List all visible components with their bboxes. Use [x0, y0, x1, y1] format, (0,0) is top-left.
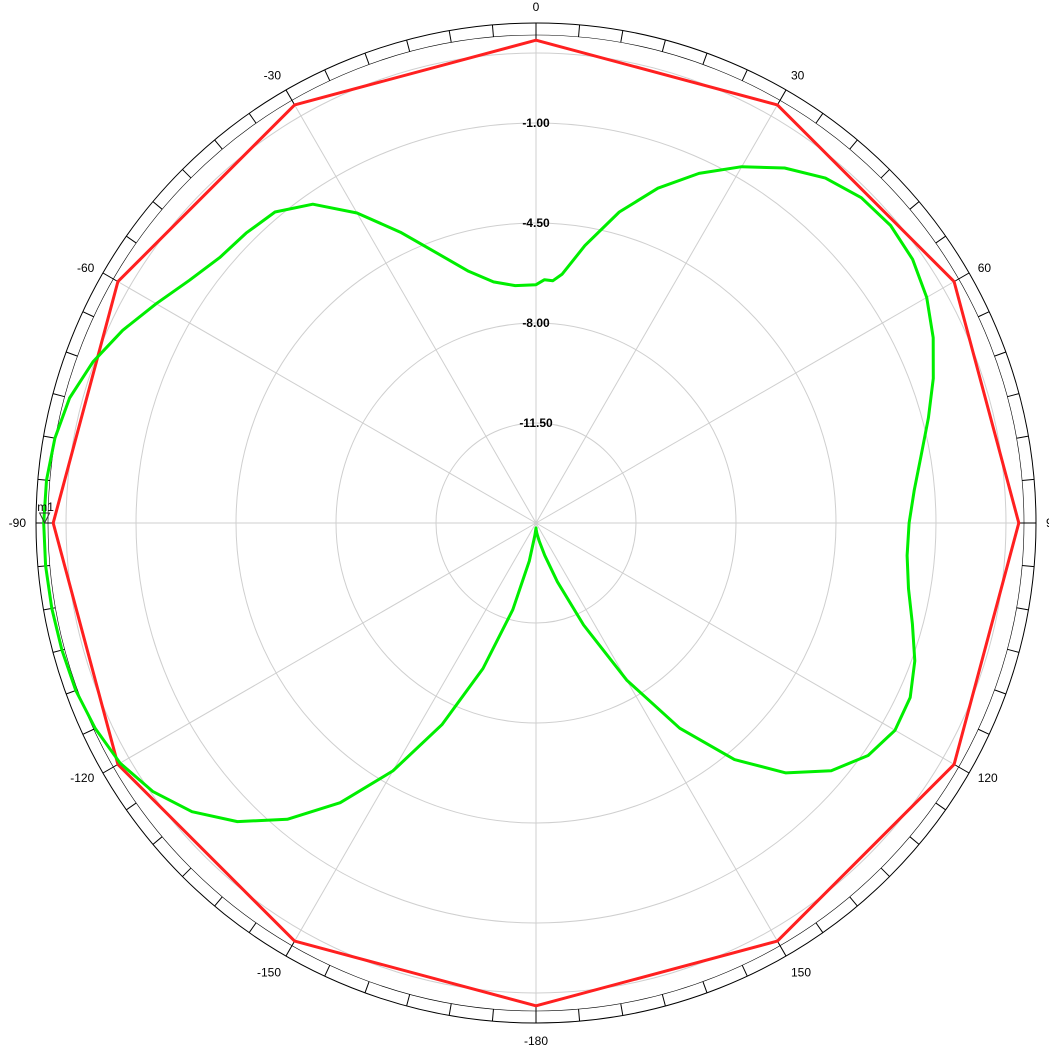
angle-tick: [661, 994, 666, 1007]
radial-tick-label: -1.00: [522, 116, 550, 130]
angle-tick: [620, 30, 624, 43]
angle-tick: [152, 836, 163, 845]
angle-tick: [849, 139, 858, 150]
angle-tick-label: 60: [978, 261, 992, 275]
angle-tick-label: -30: [264, 68, 282, 82]
angle-tick: [406, 994, 411, 1007]
angle-tick-label: -90: [9, 516, 27, 530]
angular-gridline: [102, 272, 537, 524]
angle-tick: [152, 201, 163, 210]
angle-tick: [182, 169, 192, 179]
angle-tick: [37, 565, 50, 568]
angle-tick: [448, 1003, 452, 1016]
angle-tick: [620, 1003, 624, 1016]
angle-tick: [285, 941, 295, 957]
series-layer: [42, 38, 1021, 1008]
angle-tick: [214, 139, 223, 150]
angle-tick-label: 0: [533, 0, 540, 14]
angle-tick: [741, 69, 748, 81]
angle-tick: [324, 965, 331, 977]
angle-tick: [661, 39, 666, 52]
angular-gridline: [535, 89, 787, 524]
angle-tick: [214, 896, 223, 907]
angle-tick: [777, 89, 787, 105]
angle-tick: [880, 169, 890, 179]
angle-tick: [448, 30, 452, 43]
angle-tick: [935, 235, 946, 244]
angular-gridline: [285, 89, 537, 524]
angle-tick: [126, 802, 137, 811]
angle-tick: [702, 52, 708, 65]
angle-tick: [102, 272, 118, 282]
polar-grid: [35, 22, 1037, 1024]
radial-tick-label: -8.00: [522, 316, 550, 330]
angle-tick: [1016, 435, 1029, 439]
angle-tick: [248, 922, 257, 933]
series-line-2: [42, 165, 935, 824]
angle-tick: [777, 941, 787, 957]
angle-tick: [909, 201, 920, 210]
angle-tick: [815, 113, 824, 124]
angle-tick: [578, 1009, 581, 1022]
angle-tick: [285, 89, 295, 105]
angle-tick-label: 90: [1046, 516, 1049, 530]
angle-tick: [994, 689, 1007, 695]
angle-tick: [1022, 565, 1035, 568]
angle-tick: [1022, 478, 1035, 481]
angle-tick: [126, 235, 137, 244]
angular-gridline: [535, 272, 970, 524]
angle-tick: [909, 836, 920, 845]
angle-tick: [491, 1009, 494, 1022]
angular-gridline: [535, 522, 970, 774]
angle-tick: [52, 393, 65, 398]
angle-tick: [994, 351, 1007, 357]
angle-tick: [364, 52, 370, 65]
angle-tick: [182, 867, 192, 877]
angle-tick: [65, 351, 78, 357]
angle-tick: [849, 896, 858, 907]
angle-tick-label: -60: [77, 261, 95, 275]
radial-tick-label: -4.50: [522, 216, 550, 230]
angle-tick: [702, 981, 708, 994]
angle-tick: [491, 24, 494, 37]
angular-gridline: [285, 522, 537, 957]
label-layer: 0 30 60 90 120 150 -180 -150 -120 -90 -60 -30 -1.00 -…: [9, 0, 1049, 1048]
angle-tick: [248, 113, 257, 124]
angle-tick: [954, 272, 970, 282]
angle-tick: [741, 965, 748, 977]
angle-tick: [324, 69, 331, 81]
marker-m1: [38, 512, 51, 525]
angle-tick: [1007, 393, 1020, 398]
angle-tick: [978, 311, 990, 318]
angle-tick-label: -180: [524, 1034, 548, 1048]
angle-tick: [82, 311, 94, 318]
angle-tick: [364, 981, 370, 994]
radial-tick-label: -11.50: [519, 416, 553, 430]
angle-tick: [82, 728, 94, 735]
angle-tick-label: 30: [791, 68, 805, 82]
angle-tick-label: -120: [70, 771, 94, 785]
angle-tick: [1016, 607, 1029, 611]
angle-tick: [815, 922, 824, 933]
angle-tick: [578, 24, 581, 37]
angular-gridline: [535, 522, 787, 957]
angle-tick: [1007, 648, 1020, 653]
angle-tick: [406, 39, 411, 52]
angle-tick: [978, 728, 990, 735]
angle-tick: [102, 764, 118, 774]
angle-tick-label: 150: [791, 966, 811, 980]
marker-label: m1: [37, 500, 54, 514]
angle-tick-label: 120: [978, 771, 998, 785]
angle-tick: [954, 764, 970, 774]
angle-tick: [935, 802, 946, 811]
series-line-1: [51, 38, 1021, 1008]
angle-tick: [880, 867, 890, 877]
angle-tick: [43, 607, 56, 611]
angle-tick-label: -150: [257, 966, 281, 980]
angular-gridline: [102, 522, 537, 774]
